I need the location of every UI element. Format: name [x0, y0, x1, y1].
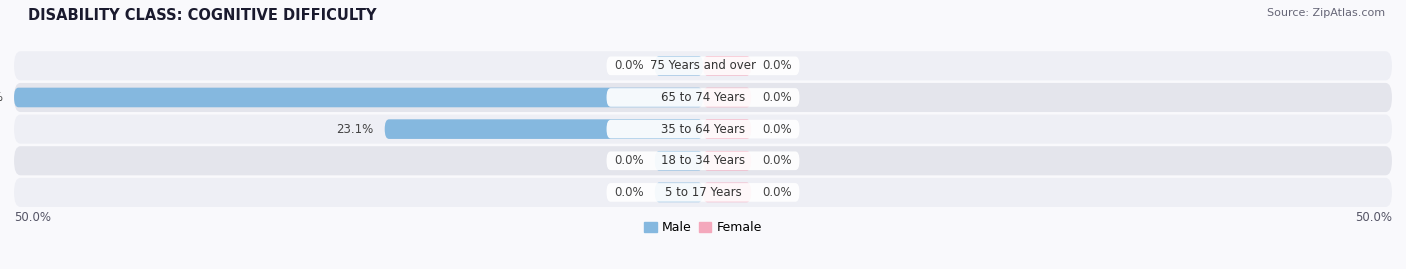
Text: 50.0%: 50.0% [0, 91, 3, 104]
Legend: Male, Female: Male, Female [640, 216, 766, 239]
FancyBboxPatch shape [606, 88, 800, 107]
Text: 0.0%: 0.0% [762, 154, 792, 167]
Text: Source: ZipAtlas.com: Source: ZipAtlas.com [1267, 8, 1385, 18]
FancyBboxPatch shape [606, 120, 800, 139]
Text: DISABILITY CLASS: COGNITIVE DIFFICULTY: DISABILITY CLASS: COGNITIVE DIFFICULTY [28, 8, 377, 23]
Text: 35 to 64 Years: 35 to 64 Years [661, 123, 745, 136]
Text: 0.0%: 0.0% [614, 59, 644, 72]
FancyBboxPatch shape [655, 183, 703, 202]
Text: 18 to 34 Years: 18 to 34 Years [661, 154, 745, 167]
FancyBboxPatch shape [385, 119, 703, 139]
Text: 65 to 74 Years: 65 to 74 Years [661, 91, 745, 104]
FancyBboxPatch shape [606, 183, 800, 202]
FancyBboxPatch shape [655, 56, 703, 76]
FancyBboxPatch shape [703, 56, 751, 76]
FancyBboxPatch shape [14, 88, 703, 107]
FancyBboxPatch shape [703, 88, 751, 107]
Text: 75 Years and over: 75 Years and over [650, 59, 756, 72]
FancyBboxPatch shape [14, 178, 1392, 207]
FancyBboxPatch shape [14, 146, 1392, 175]
FancyBboxPatch shape [606, 151, 800, 170]
FancyBboxPatch shape [703, 183, 751, 202]
FancyBboxPatch shape [14, 115, 1392, 144]
FancyBboxPatch shape [703, 119, 751, 139]
FancyBboxPatch shape [606, 56, 800, 75]
Text: 5 to 17 Years: 5 to 17 Years [665, 186, 741, 199]
FancyBboxPatch shape [14, 51, 1392, 80]
FancyBboxPatch shape [655, 151, 703, 171]
Text: 0.0%: 0.0% [762, 91, 792, 104]
Text: 0.0%: 0.0% [614, 154, 644, 167]
FancyBboxPatch shape [14, 83, 1392, 112]
Text: 23.1%: 23.1% [336, 123, 374, 136]
Text: 0.0%: 0.0% [762, 186, 792, 199]
Text: 0.0%: 0.0% [614, 186, 644, 199]
Text: 50.0%: 50.0% [1355, 211, 1392, 224]
FancyBboxPatch shape [703, 151, 751, 171]
Text: 0.0%: 0.0% [762, 123, 792, 136]
Text: 0.0%: 0.0% [762, 59, 792, 72]
Text: 50.0%: 50.0% [14, 211, 51, 224]
